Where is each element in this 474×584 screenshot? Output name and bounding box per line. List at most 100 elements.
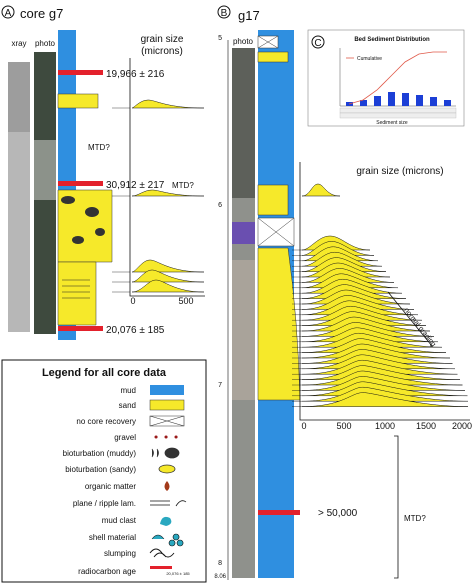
grain-curves	[292, 183, 469, 407]
axis-title: grain size	[141, 34, 184, 45]
grain-curve	[301, 338, 447, 353]
sand-bed	[257, 184, 289, 216]
legend-label: sand	[119, 401, 136, 410]
panel-letter: C	[314, 38, 321, 49]
legend-swatch	[150, 385, 184, 395]
no-core-cross	[257, 217, 295, 247]
letter-circle	[311, 35, 325, 49]
radiocarbon-bar	[58, 181, 103, 186]
panel-letter: B	[221, 8, 228, 19]
grain-curve	[301, 370, 463, 386]
grading-line	[387, 291, 433, 347]
mtd-label: MTD?	[404, 514, 426, 523]
legend-label: shell material	[89, 533, 136, 542]
age-label: 19,966 ± 216	[106, 69, 165, 80]
photo-section	[34, 140, 56, 200]
axis-tick-label: 500	[336, 421, 351, 431]
column-label: xray	[11, 39, 26, 48]
grain-curve	[301, 183, 341, 197]
mtd-label: MTD?	[88, 143, 110, 152]
grain-curve	[301, 322, 435, 337]
grain-curve	[301, 392, 469, 407]
photo-section	[232, 222, 255, 244]
inset-table	[339, 107, 457, 119]
sand-bed	[57, 93, 99, 109]
sand-bed	[57, 189, 113, 263]
mtd-label: MTD?	[172, 181, 194, 190]
inset-x-label: Sediment size	[376, 120, 408, 126]
depth-label: 5	[218, 35, 222, 42]
panel-letter: A	[5, 8, 12, 19]
sand-bed	[57, 261, 97, 326]
legend-label: bioturbation (sandy)	[65, 465, 136, 474]
legend-swatch	[149, 548, 175, 558]
mud-clast	[72, 236, 84, 244]
legend-swatch	[150, 500, 187, 507]
legend-swatch	[151, 533, 184, 547]
mud-clast	[85, 207, 99, 217]
panel-title: core g7	[20, 6, 63, 21]
grain-curve	[301, 376, 466, 391]
panel-title: g17	[238, 8, 260, 23]
legend-swatch	[164, 481, 170, 491]
grain-curve	[301, 365, 461, 380]
grain-curves	[112, 99, 205, 293]
legend-label: mud clast	[102, 516, 137, 525]
panel-b: B g17 photo 5 6 7 8 8.06 > 50,000 MTD? g…	[214, 5, 472, 580]
legend-label: slumping	[104, 549, 136, 558]
age-label: 20,076 ± 185	[106, 325, 165, 336]
legend-label: organic matter	[85, 482, 136, 491]
letter-circle	[1, 5, 15, 19]
legend-title: Legend for all core data	[42, 367, 167, 379]
legend-items: mud sand no core recovery gravel bioturbatio…	[63, 385, 187, 576]
age-label: > 50,000	[318, 508, 358, 519]
axis-tick-label: 1000	[375, 421, 395, 431]
legend-swatch	[149, 399, 185, 411]
depth-label: 8.06	[214, 574, 226, 580]
grain-curve	[301, 316, 431, 332]
axis-tick-label: 0	[130, 296, 135, 306]
mud-clast	[95, 228, 105, 236]
legend-swatch	[160, 516, 172, 526]
depth-label: 6	[218, 202, 222, 209]
legend-swatch	[149, 415, 185, 427]
column-label: photo	[233, 37, 254, 46]
grain-axis	[299, 162, 470, 421]
legend-label: no core recovery	[76, 417, 136, 426]
legend-label: plane / ripple lam.	[73, 499, 136, 508]
legend-swatch	[150, 566, 172, 569]
radiocarbon-bar	[58, 70, 103, 75]
grain-curve	[131, 189, 205, 197]
legend-sample-age: 20,076 ± 185	[166, 571, 190, 576]
axis-tick-label: 0	[301, 421, 306, 431]
mtd-bracket	[394, 435, 399, 579]
legend-swatch	[151, 447, 180, 459]
grain-curve	[301, 354, 456, 370]
no-core-cross	[257, 35, 279, 49]
grain-curve	[131, 259, 205, 273]
xray-section	[8, 62, 30, 132]
axis-title: (microns)	[141, 46, 183, 57]
legend-swatch	[158, 464, 176, 474]
grain-axis	[129, 58, 205, 297]
legend-label: mud	[120, 386, 136, 395]
photo-section	[232, 260, 255, 400]
legend-label: radiocarbon age	[78, 567, 136, 576]
radiocarbon-bar	[58, 326, 103, 331]
laminations	[62, 279, 90, 299]
panel-a: A core g7 xray photo 19,966 ± 216 30,912…	[1, 5, 205, 340]
grain-curve	[131, 99, 205, 109]
depth-label: 8	[218, 560, 222, 567]
axis-tick-label: 2000	[452, 421, 472, 431]
depth-label: 7	[218, 382, 222, 389]
grain-curve	[301, 343, 451, 359]
axis-tick-label: 500	[178, 296, 193, 306]
grain-curve	[131, 279, 205, 293]
axis-tick-label: 1500	[416, 421, 436, 431]
age-label: 30,912 ± 217	[106, 180, 165, 191]
axis-title: grain size (microns)	[356, 166, 443, 177]
letter-circle	[217, 5, 231, 19]
sand-bed	[257, 51, 289, 63]
grain-curve	[301, 327, 439, 343]
